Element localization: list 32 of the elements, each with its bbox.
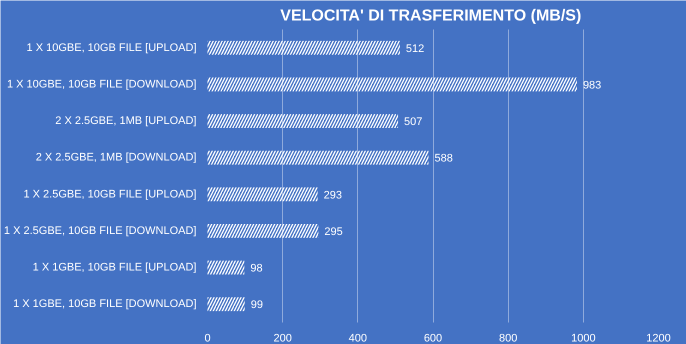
y-tick-label: 1 X 1GBE, 10GB FILE [UPLOAD] — [32, 262, 197, 274]
y-tick-label: 2 X 2.5GBE, 1MB [DOWNLOAD] — [36, 152, 197, 164]
data-label: 293 — [324, 189, 342, 202]
data-label: 983 — [582, 79, 602, 92]
data-label: 512 — [406, 42, 424, 55]
bar — [208, 150, 428, 165]
bar — [208, 297, 245, 312]
data-label: 588 — [434, 152, 453, 165]
y-tick-label: 1 X 10GBE, 10GB FILE [UPLOAD] — [26, 42, 197, 54]
y-tick-label: 1 X 1GBE, 10GB FILE [DOWNLOAD] — [13, 298, 196, 310]
y-tick-label: 1 X 10GBE, 10GB FILE [DOWNLOAD] — [6, 78, 197, 90]
chart-title: VELOCITA' DI TRASFERIMENTO (MB/S) — [280, 8, 582, 24]
y-tick-label: 1 X 2.5GBE, 10GB FILE [DOWNLOAD] — [4, 224, 197, 237]
data-label: 507 — [404, 116, 422, 128]
x-tick-label: 800 — [498, 332, 518, 344]
bar — [208, 224, 318, 238]
bar — [208, 260, 244, 275]
y-tick-label: 2 X 2.5GBE, 1MB [UPLOAD] — [55, 115, 197, 128]
data-label: 98 — [250, 262, 263, 275]
x-tick-label: 600 — [424, 332, 442, 344]
data-label: 295 — [324, 226, 343, 238]
x-tick-label: 1000 — [571, 332, 596, 344]
x-tick-label: 0 — [204, 332, 211, 344]
data-label: 99 — [250, 299, 263, 312]
bar — [208, 187, 318, 202]
bar — [208, 114, 398, 128]
x-tick-label: 400 — [348, 332, 368, 344]
y-tick-label: 1 X 2.5GBE, 10GB FILE [UPLOAD] — [23, 188, 197, 200]
bar — [208, 40, 400, 55]
x-tick-label: 1200 — [646, 332, 671, 344]
bar — [208, 77, 577, 92]
x-tick-label: 200 — [273, 332, 292, 344]
